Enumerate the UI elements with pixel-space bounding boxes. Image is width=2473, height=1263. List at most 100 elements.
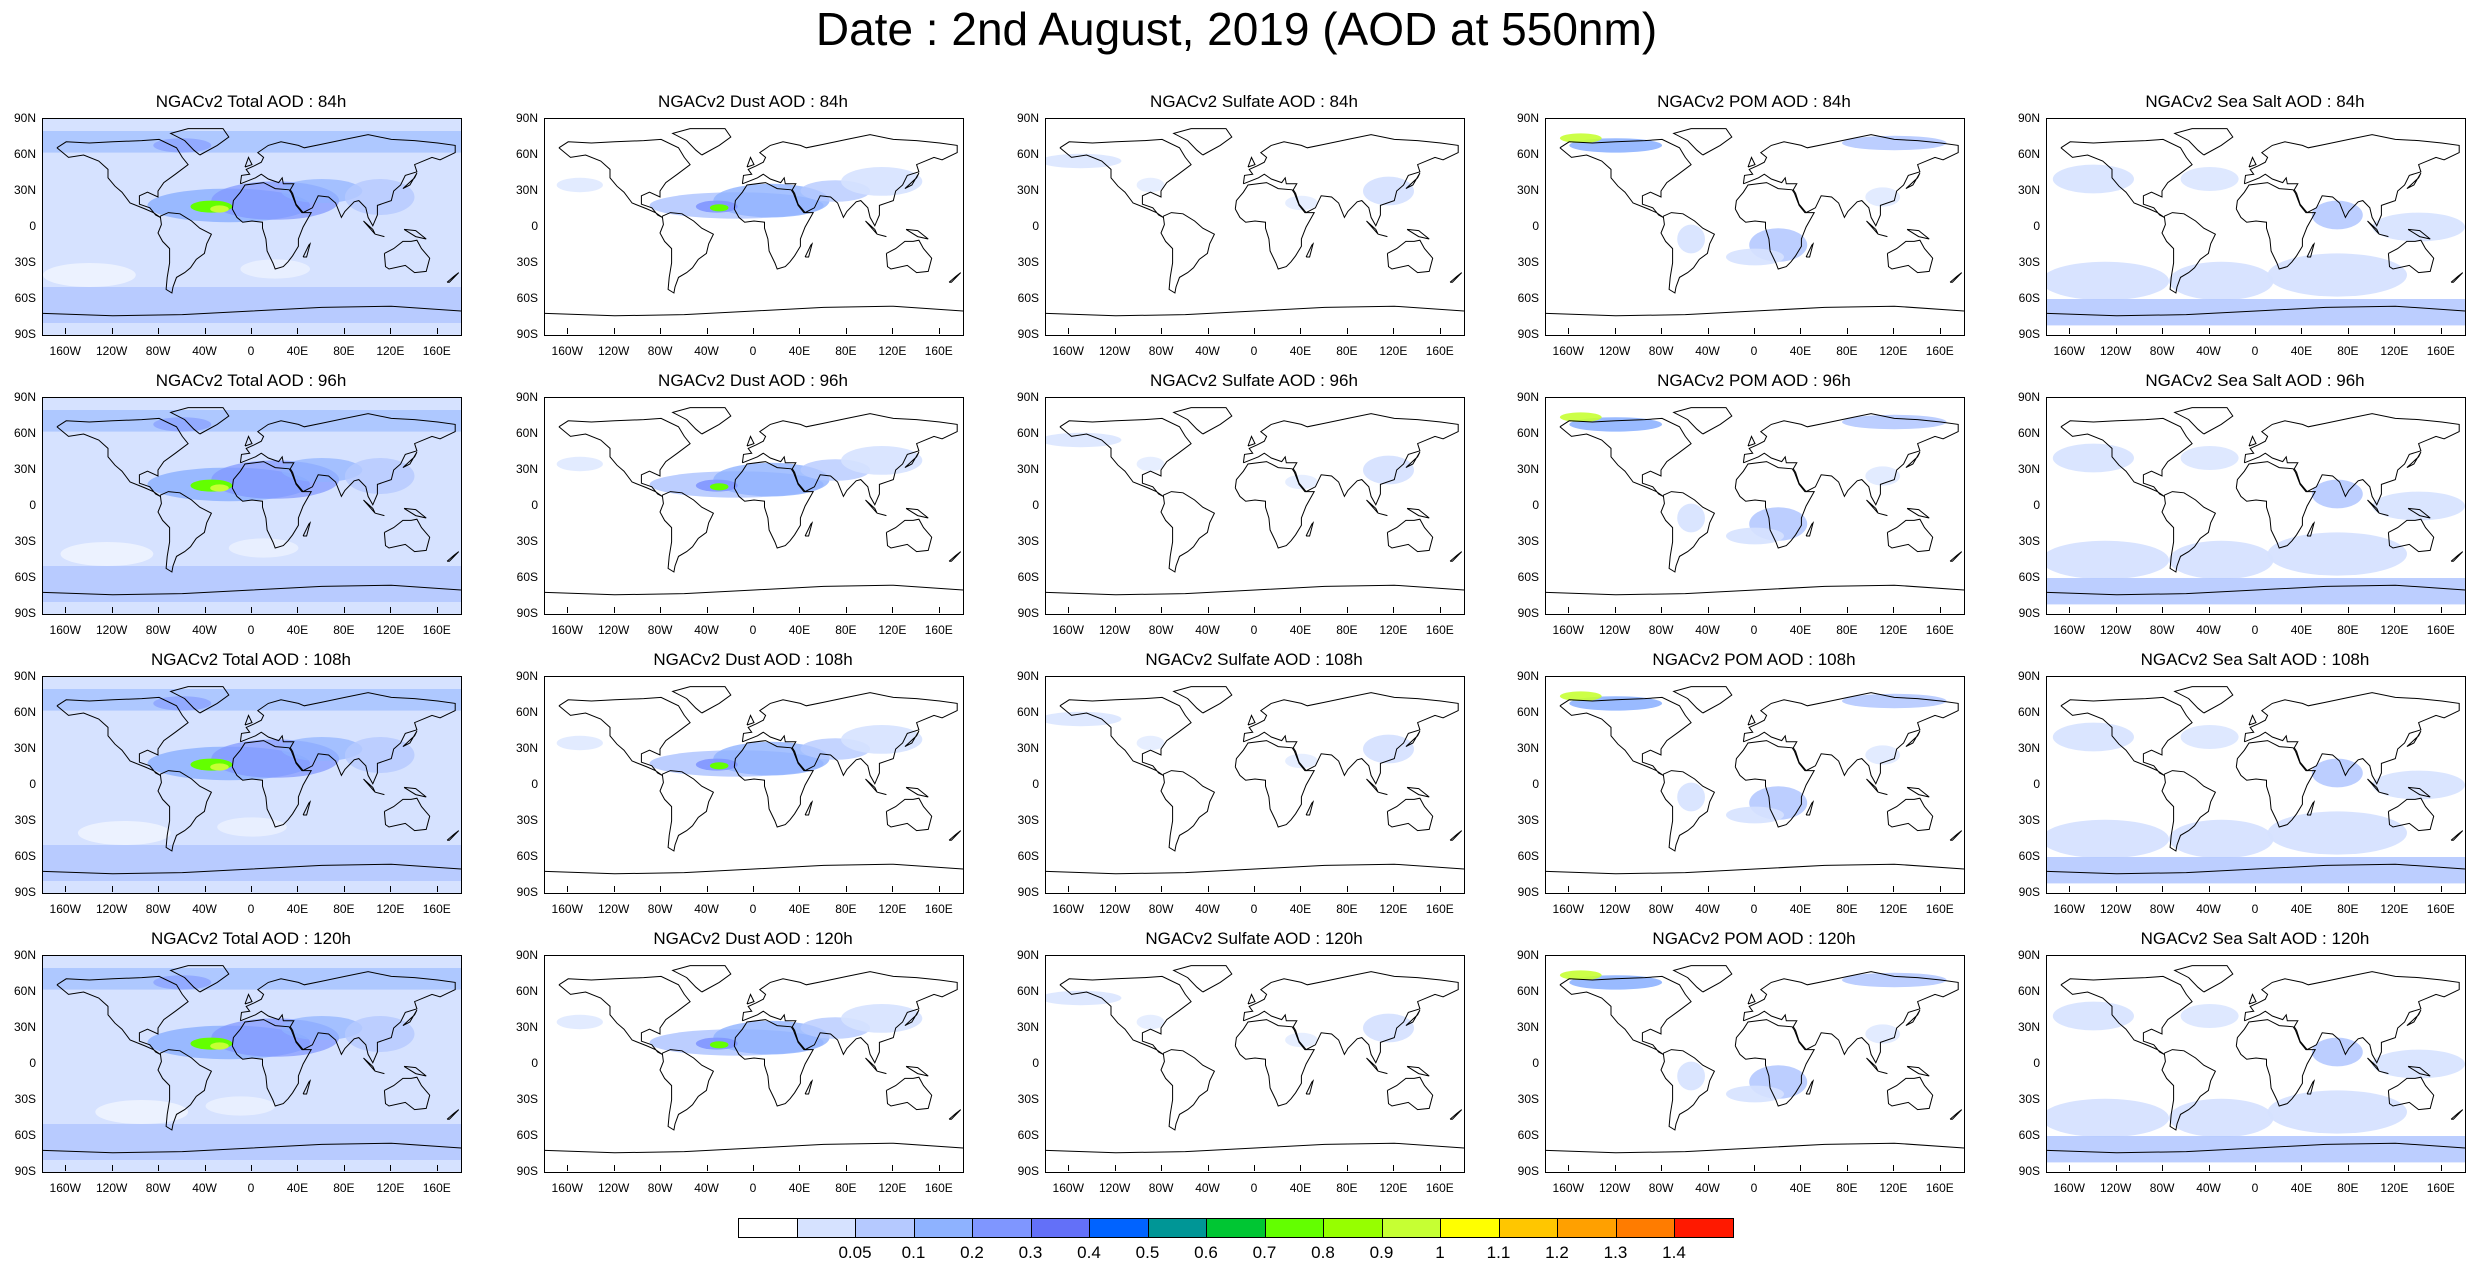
lat-tick-label: 60S xyxy=(1017,291,1039,305)
lon-tick-mark xyxy=(1393,328,1395,334)
lon-tick-mark xyxy=(2069,886,2071,892)
lon-tick-label: 120E xyxy=(1379,902,1408,916)
lat-tick-label: 60N xyxy=(515,705,538,719)
lon-tick-mark xyxy=(390,1165,392,1171)
lon-tick-mark xyxy=(1800,886,1802,892)
lon-tick-label: 40E xyxy=(1289,1181,1312,1195)
lon-tick-label: 80E xyxy=(333,344,355,358)
lat-tick-label: 30N xyxy=(2017,462,2040,476)
lon-tick-mark xyxy=(2347,607,2349,613)
lon-tick-mark xyxy=(1161,607,1163,613)
lon-tick-label: 0 xyxy=(2251,902,2259,916)
lon-tick-mark xyxy=(1754,607,1755,613)
aod-map xyxy=(42,676,462,894)
lon-tick-mark xyxy=(613,328,615,334)
lat-tick-label: 90N xyxy=(13,111,36,125)
lon-tick-label: 40W xyxy=(192,1181,217,1195)
lon-tick-label: 80W xyxy=(145,1181,171,1195)
lon-tick-label: 160W xyxy=(1052,1181,1084,1195)
lat-tick-label: 30S xyxy=(1017,255,1039,269)
lat-tick-label: 0 xyxy=(2033,219,2040,233)
colorbar-segment xyxy=(1557,1218,1617,1238)
aod-map xyxy=(42,397,462,615)
lon-tick-mark xyxy=(1161,886,1163,892)
lat-tick-label: 60N xyxy=(2017,984,2040,998)
lat-tick-label: 60S xyxy=(2018,291,2040,305)
lon-tick-label: 120E xyxy=(1879,902,1908,916)
lon-tick-label: 160W xyxy=(49,623,81,637)
lon-tick-label: 40W xyxy=(1695,623,1720,637)
lon-tick-label: 80W xyxy=(145,623,171,637)
panel-title: NGACv2 Dust AOD : 96h xyxy=(658,371,848,390)
lon-tick-label: 80W xyxy=(2149,1181,2175,1195)
lat-tick-label: 60S xyxy=(516,291,538,305)
lat-tick-label: 60N xyxy=(1016,426,1039,440)
lon-tick-mark xyxy=(660,607,662,613)
lon-tick-mark xyxy=(251,1165,252,1171)
lat-tick-label: 60N xyxy=(1516,426,1539,440)
lon-tick-mark xyxy=(2162,886,2164,892)
lat-tick-label: 60S xyxy=(2018,570,2040,584)
lon-tick-mark xyxy=(1439,886,1441,892)
colorbar-segment xyxy=(796,1218,856,1238)
lat-tick-label: 90N xyxy=(2017,948,2040,962)
lon-tick-label: 80W xyxy=(145,902,171,916)
lon-tick-label: 160E xyxy=(1425,623,1454,637)
lon-tick-label: 0 xyxy=(2251,623,2259,637)
lon-tick-label: 0 xyxy=(1250,1181,1258,1195)
lat-tick-label: 0 xyxy=(29,777,36,791)
lat-tick-label: 30N xyxy=(1016,741,1039,755)
lon-tick-label: 120W xyxy=(2099,1181,2132,1195)
lat-tick-label: 30N xyxy=(1516,1020,1539,1034)
lon-tick-label: 0 xyxy=(1250,344,1258,358)
lon-tick-label: 80W xyxy=(1148,344,1174,358)
lon-tick-label: 120E xyxy=(878,902,907,916)
lon-tick-mark xyxy=(2208,328,2210,334)
lon-tick-mark xyxy=(2208,1165,2210,1171)
lat-tick-label: 90N xyxy=(515,111,538,125)
map-panel-sulfate-row-3: NGACv2 Sulfate AOD : 108h 90N 60N 30N 0 30S 60… xyxy=(1017,650,1465,926)
lon-tick-mark xyxy=(1300,1165,1302,1171)
lon-tick-label: 80W xyxy=(145,344,171,358)
lat-tick-label: 60N xyxy=(2017,147,2040,161)
map-panel-sea-salt-row-2: NGACv2 Sea Salt AOD : 96h 90N 60N 30N 0 30S 60… xyxy=(2018,371,2466,647)
lat-tick-label: 90S xyxy=(516,1164,538,1178)
lon-tick-label: 80E xyxy=(1836,623,1858,637)
lon-tick-label: 160W xyxy=(1052,623,1084,637)
colorbar-label: 0.6 xyxy=(1194,1243,1218,1262)
lon-tick-mark xyxy=(799,886,801,892)
lon-tick-label: 80W xyxy=(647,344,673,358)
map-panel-dust-row-4: NGACv2 Dust AOD : 120h 90N 60N 30N 0 30S 60S 90… xyxy=(516,929,964,1205)
panel-title: NGACv2 POM AOD : 96h xyxy=(1657,371,1851,390)
lat-tick-label: 0 xyxy=(1532,498,1539,512)
lat-tick-label: 0 xyxy=(29,219,36,233)
lon-tick-mark xyxy=(1707,607,1709,613)
aod-map xyxy=(2046,955,2466,1173)
lon-tick-label: 160E xyxy=(422,623,451,637)
lon-tick-mark xyxy=(65,607,67,613)
lon-tick-mark xyxy=(1346,1165,1348,1171)
lon-tick-mark xyxy=(1893,1165,1895,1171)
lon-tick-label: 160W xyxy=(551,344,583,358)
lon-tick-mark xyxy=(706,607,708,613)
lat-tick-label: 90S xyxy=(2018,327,2040,341)
lon-tick-mark xyxy=(2440,1165,2442,1171)
lon-tick-label: 160E xyxy=(1925,902,1954,916)
lat-tick-label: 60N xyxy=(2017,705,2040,719)
map-panel-pom-row-1: NGACv2 POM AOD : 84h 90N 60N 30N 0 30S 60S 90S 1… xyxy=(1517,92,1965,368)
lon-tick-label: 40W xyxy=(1695,344,1720,358)
lon-tick-mark xyxy=(2301,1165,2303,1171)
lat-tick-label: 30S xyxy=(516,1092,538,1106)
lon-tick-label: 120E xyxy=(376,902,405,916)
lon-tick-label: 120E xyxy=(878,344,907,358)
lat-tick-label: 30S xyxy=(1017,534,1039,548)
lon-tick-mark xyxy=(1893,328,1895,334)
colorbar-segment xyxy=(972,1218,1032,1238)
colorbar-segment xyxy=(1206,1218,1266,1238)
lon-tick-mark xyxy=(938,1165,940,1171)
lon-tick-mark xyxy=(2115,886,2117,892)
lon-tick-label: 120E xyxy=(2380,902,2409,916)
lat-tick-label: 30S xyxy=(1517,1092,1539,1106)
lon-tick-label: 0 xyxy=(247,902,255,916)
lon-tick-mark xyxy=(1114,328,1116,334)
